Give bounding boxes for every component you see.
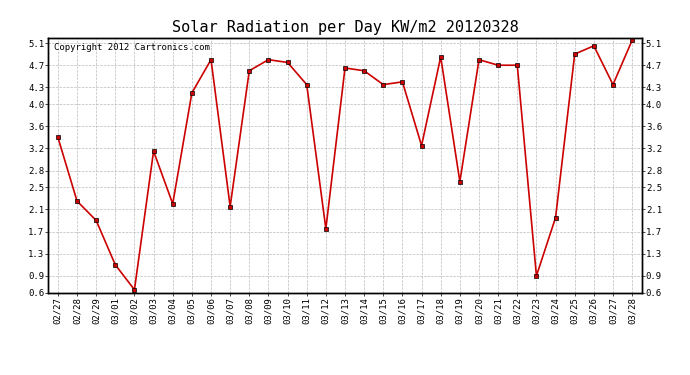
Text: Copyright 2012 Cartronics.com: Copyright 2012 Cartronics.com: [55, 43, 210, 52]
Title: Solar Radiation per Day KW/m2 20120328: Solar Radiation per Day KW/m2 20120328: [172, 20, 518, 35]
